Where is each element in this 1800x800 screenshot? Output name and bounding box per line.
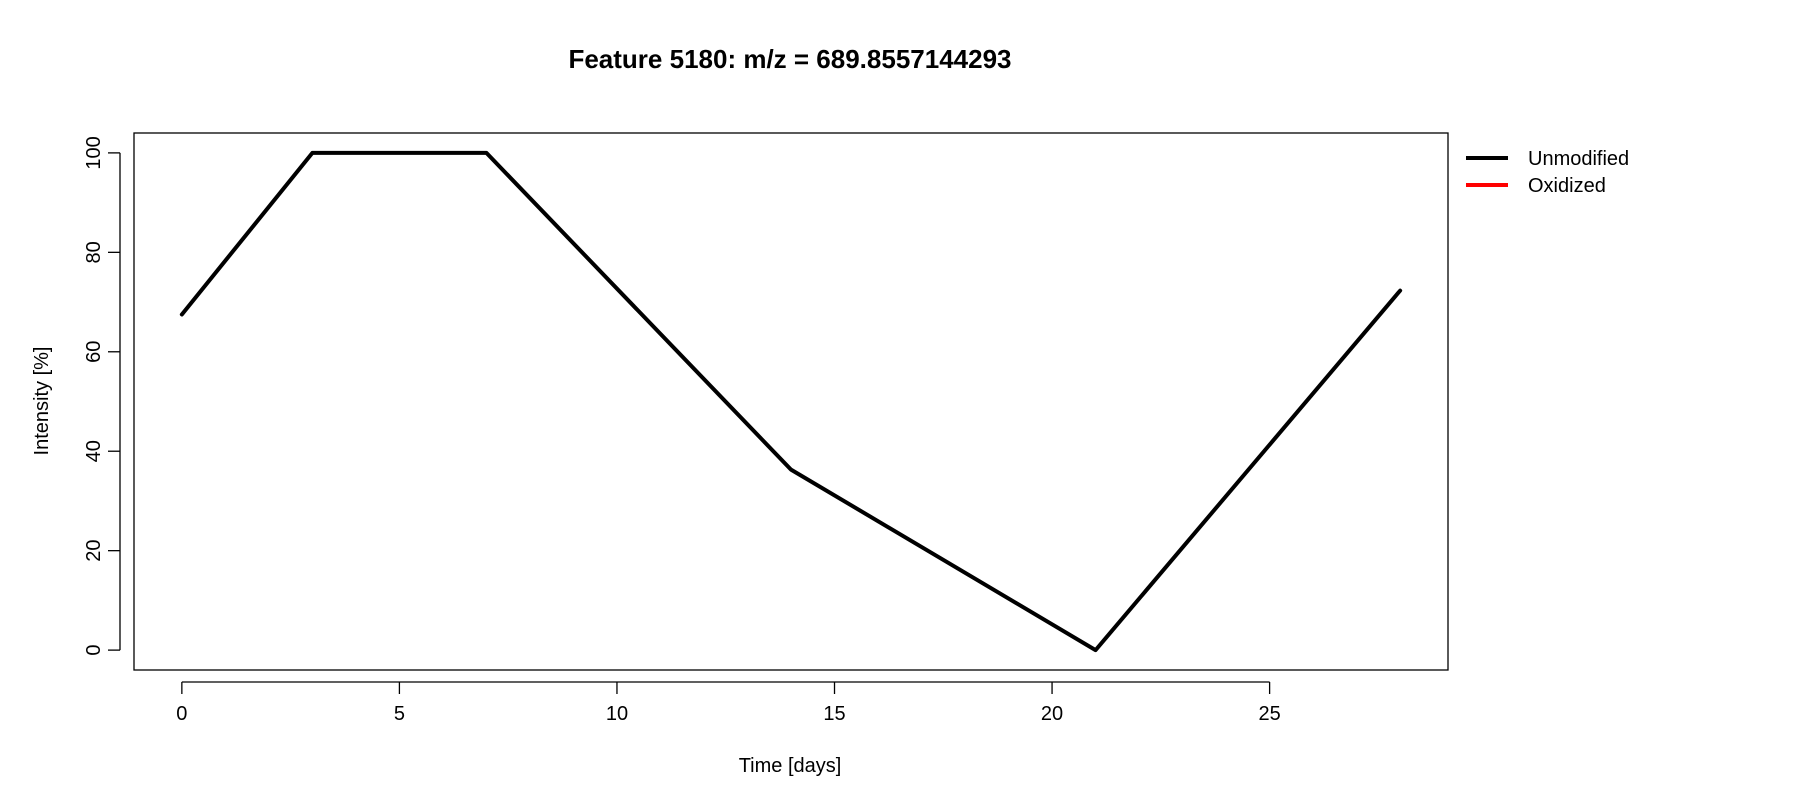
legend-label-oxidized: Oxidized: [1528, 175, 1606, 197]
legend-label-unmodified: Unmodified: [1528, 148, 1629, 170]
y-tick-label: 60: [83, 341, 105, 363]
x-axis-label: Time [days]: [739, 755, 842, 777]
y-tick-label: 100: [83, 136, 105, 169]
y-tick-label: 80: [83, 241, 105, 263]
y-axis: 0 20 40 60 80 100: [83, 136, 121, 656]
x-tick-label: 15: [823, 703, 845, 725]
chart-title: Feature 5180: m/z = 689.8557144293: [568, 44, 1011, 74]
series-line-unmodified: [179, 150, 1403, 653]
y-tick-label: 0: [83, 645, 105, 656]
legend: Unmodified Oxidized: [1466, 148, 1629, 197]
x-tick-label: 10: [606, 703, 628, 725]
x-tick-label: 0: [176, 703, 187, 725]
y-axis-label: Intensity [%]: [31, 347, 53, 456]
y-tick-label: 20: [83, 540, 105, 562]
x-tick-label: 5: [394, 703, 405, 725]
series-layer: [179, 150, 1403, 653]
x-axis: 0 5 10 15 20 25: [176, 681, 1281, 725]
x-tick-label: 20: [1041, 703, 1063, 725]
x-tick-label: 25: [1258, 703, 1280, 725]
plot-frame: [133, 132, 1449, 671]
y-tick-label: 40: [83, 440, 105, 462]
